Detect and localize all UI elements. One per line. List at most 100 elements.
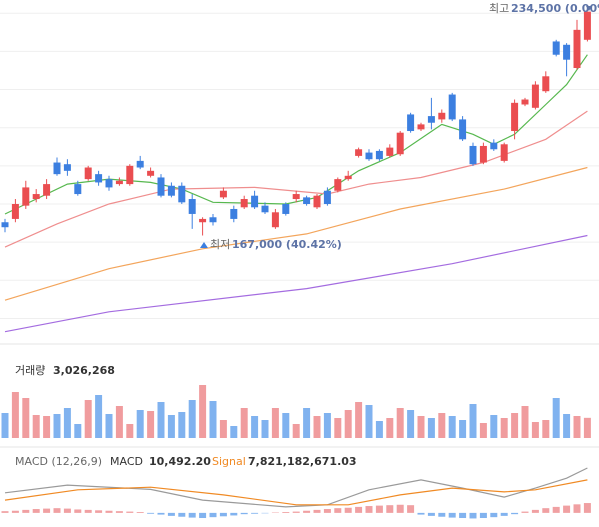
candle-body <box>32 194 40 200</box>
candle-body <box>334 179 342 191</box>
macd-histogram-bar <box>292 511 300 513</box>
volume-bar <box>147 411 155 438</box>
volume-bar <box>334 418 342 438</box>
volume-name: 거래량 <box>15 364 45 377</box>
candle-body <box>115 180 123 185</box>
candle-body <box>178 185 186 203</box>
macd-histogram-bar <box>365 506 373 513</box>
macd-histogram-bar <box>344 507 352 513</box>
macd-histogram-bar <box>386 505 394 513</box>
macd-histogram-bar <box>490 512 498 518</box>
macd-histogram-bar <box>157 512 165 515</box>
max-label: 234,500 (0.00%) <box>511 2 599 15</box>
macd-line <box>4 467 588 508</box>
macd-histogram-bar <box>563 505 571 513</box>
macd-histogram-bar <box>147 512 155 514</box>
candle-body <box>105 179 113 188</box>
volume-bar <box>271 408 279 438</box>
volume-bar <box>313 416 321 438</box>
macd-histogram-bar <box>427 512 435 516</box>
moving-average-line <box>4 234 588 333</box>
volume-bar <box>105 414 113 438</box>
candle-body <box>448 94 456 120</box>
macd-histogram-bar <box>511 512 519 515</box>
candle-body <box>188 199 196 214</box>
macd-histogram-bar <box>136 512 144 513</box>
macd-histogram-bar <box>313 509 321 513</box>
candle-body <box>552 41 560 55</box>
candle-body <box>365 152 373 160</box>
candle-body <box>375 150 383 160</box>
volume-bar <box>199 385 207 438</box>
candle-body <box>531 84 539 108</box>
macd-histogram-bar <box>459 512 467 519</box>
volume-bar <box>375 421 383 438</box>
candle-body <box>22 187 30 206</box>
macd-histogram-bar <box>126 511 134 513</box>
macd-histogram-bar <box>521 511 529 513</box>
arrow-down <box>586 6 592 11</box>
arrow-up <box>200 242 208 248</box>
candle-body <box>500 144 508 161</box>
grid <box>0 12 599 319</box>
macd-histogram-bar <box>11 510 19 513</box>
macd-histogram-bar <box>334 508 342 513</box>
macd-histogram-bar <box>479 512 487 519</box>
macd-histogram-bar <box>188 512 196 518</box>
volume-bar <box>157 402 165 438</box>
macd-histogram-bar <box>95 510 103 513</box>
candle-body <box>323 190 331 204</box>
volume-bar <box>115 406 123 438</box>
volume-bar <box>542 420 550 438</box>
volume-bar <box>365 405 373 438</box>
candle-body <box>396 132 404 155</box>
volume-bar <box>303 408 311 438</box>
candle-body <box>459 119 467 140</box>
volume-bar <box>95 395 103 438</box>
candle-body <box>542 76 550 92</box>
candle-body <box>251 195 259 208</box>
candle-body <box>438 112 446 120</box>
candle-body <box>43 184 51 196</box>
volume-bar <box>1 413 9 438</box>
min-label: 167,000 (40.42%) <box>232 238 342 251</box>
macd-histogram-bar <box>43 508 51 513</box>
volume-bar <box>500 418 508 438</box>
macd-histogram-bar <box>251 512 259 514</box>
volume-bar <box>531 422 539 438</box>
volume-bar <box>178 412 186 438</box>
macd-histogram-bar <box>219 512 227 517</box>
volume-bar <box>240 408 248 438</box>
volume-bar <box>552 398 560 438</box>
volume-bar <box>573 416 581 438</box>
candle-body <box>11 204 19 219</box>
macd-histogram-bar <box>583 503 591 513</box>
candle-body <box>313 195 321 208</box>
macd-histogram-bar <box>199 512 207 519</box>
macd-histogram-bar <box>542 508 550 513</box>
candle-body <box>126 165 134 185</box>
candle-body <box>427 116 435 123</box>
candle-body <box>303 197 311 204</box>
volume-bar <box>209 401 217 438</box>
volume-bar <box>511 413 519 438</box>
macd-histogram-bar <box>407 505 415 513</box>
macd-histogram-bar <box>1 511 9 513</box>
volume-bar <box>448 416 456 438</box>
volume-bar <box>126 424 134 438</box>
volume-bars <box>1 385 591 438</box>
macd-histogram-bar <box>531 509 539 513</box>
volume-bar <box>292 424 300 438</box>
macd-histogram-bar <box>469 512 477 519</box>
macd-histogram-bar <box>84 509 92 513</box>
volume-bar <box>438 413 446 438</box>
signal-line <box>4 479 588 506</box>
macd-histogram-bar <box>438 512 446 517</box>
candle-body <box>563 44 571 60</box>
volume-bar <box>32 415 40 438</box>
macd-histogram-bar <box>209 512 217 518</box>
candle-body <box>271 212 279 228</box>
candle-body <box>147 170 155 176</box>
